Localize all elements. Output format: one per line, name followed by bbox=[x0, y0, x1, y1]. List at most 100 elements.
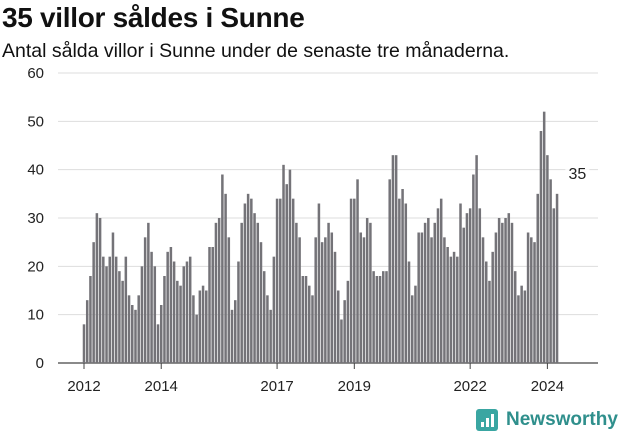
bar bbox=[394, 155, 398, 363]
bar bbox=[349, 198, 353, 363]
bar bbox=[295, 222, 298, 363]
bar bbox=[279, 198, 282, 363]
bar bbox=[533, 242, 536, 363]
bar bbox=[118, 271, 121, 363]
x-tick-label: 2024 bbox=[531, 378, 564, 395]
bar bbox=[230, 309, 234, 363]
bar bbox=[330, 232, 334, 363]
bar bbox=[398, 198, 401, 363]
bar bbox=[156, 324, 160, 363]
bar bbox=[150, 251, 153, 363]
bar bbox=[233, 300, 237, 363]
bar bbox=[227, 237, 231, 363]
bar bbox=[172, 261, 176, 363]
bar bbox=[359, 232, 363, 363]
bar bbox=[333, 251, 337, 363]
x-tick-label: 2017 bbox=[260, 378, 293, 395]
bar bbox=[304, 276, 308, 363]
chart-title: 35 villor såldes i Sunne bbox=[2, 2, 305, 33]
bar bbox=[327, 222, 330, 363]
bar bbox=[205, 290, 208, 363]
newsworthy-logo: Newsworthy bbox=[476, 409, 618, 431]
bar bbox=[449, 256, 453, 363]
bar bbox=[391, 155, 395, 363]
bar bbox=[288, 169, 292, 363]
bar bbox=[324, 237, 327, 363]
bar bbox=[417, 232, 420, 363]
bar bbox=[131, 305, 134, 363]
bar bbox=[95, 213, 99, 363]
bar bbox=[169, 247, 173, 363]
bar bbox=[147, 222, 150, 363]
bar bbox=[105, 266, 108, 363]
bar bbox=[353, 198, 356, 363]
bar bbox=[124, 256, 128, 363]
bar bbox=[92, 242, 95, 363]
bar bbox=[491, 251, 494, 363]
bar bbox=[494, 232, 498, 363]
bar bbox=[201, 285, 205, 363]
bar bbox=[523, 290, 527, 363]
bar bbox=[465, 213, 469, 363]
bar bbox=[262, 271, 266, 363]
y-tick-label: 50 bbox=[27, 113, 44, 130]
bar bbox=[452, 251, 456, 363]
bar bbox=[317, 203, 321, 363]
bar bbox=[436, 208, 440, 363]
y-tick-label: 0 bbox=[36, 355, 44, 372]
bar bbox=[185, 261, 189, 363]
bar bbox=[542, 111, 546, 364]
bar bbox=[546, 155, 549, 363]
bar bbox=[510, 222, 514, 363]
bar bbox=[507, 213, 511, 363]
bar bbox=[182, 266, 186, 363]
bar bbox=[320, 242, 324, 363]
bar bbox=[179, 285, 182, 363]
bar bbox=[291, 198, 295, 363]
bar bbox=[462, 227, 465, 363]
bar bbox=[484, 261, 488, 363]
x-tick-label: 2014 bbox=[145, 378, 178, 395]
bar bbox=[459, 203, 462, 363]
bar bbox=[356, 179, 359, 363]
bar bbox=[140, 266, 144, 363]
bar bbox=[340, 319, 343, 363]
bar bbox=[365, 218, 369, 363]
bar bbox=[143, 237, 147, 363]
bar bbox=[253, 213, 256, 363]
bar bbox=[401, 189, 404, 363]
bar bbox=[481, 237, 485, 363]
bar bbox=[153, 266, 157, 363]
bar bbox=[517, 295, 520, 363]
bar bbox=[346, 280, 350, 363]
y-tick-label: 30 bbox=[27, 210, 44, 227]
bar bbox=[127, 295, 131, 363]
bar bbox=[549, 179, 552, 363]
bar bbox=[555, 193, 559, 363]
y-tick-label: 20 bbox=[27, 258, 44, 275]
bar bbox=[108, 256, 111, 363]
x-tick-label: 2022 bbox=[453, 378, 486, 395]
bar bbox=[285, 184, 288, 363]
bar bbox=[211, 247, 214, 363]
bar bbox=[237, 261, 240, 363]
chart-subtitle: Antal sålda villor i Sunne under de sena… bbox=[2, 40, 510, 62]
bar bbox=[427, 218, 430, 363]
bar bbox=[410, 295, 414, 363]
y-tick-label: 10 bbox=[27, 307, 44, 324]
bar bbox=[423, 222, 427, 363]
annotation-label: 35 bbox=[568, 166, 586, 183]
bar bbox=[266, 295, 269, 363]
bar bbox=[301, 276, 305, 363]
bar bbox=[468, 208, 472, 363]
annotation-bg bbox=[565, 163, 590, 183]
bar bbox=[414, 285, 417, 363]
bar bbox=[369, 222, 372, 363]
bar bbox=[388, 179, 391, 363]
bar bbox=[311, 295, 314, 363]
bar bbox=[137, 295, 140, 363]
bar bbox=[439, 198, 443, 363]
bar bbox=[134, 309, 137, 363]
bar bbox=[111, 232, 115, 363]
bar bbox=[526, 232, 530, 363]
